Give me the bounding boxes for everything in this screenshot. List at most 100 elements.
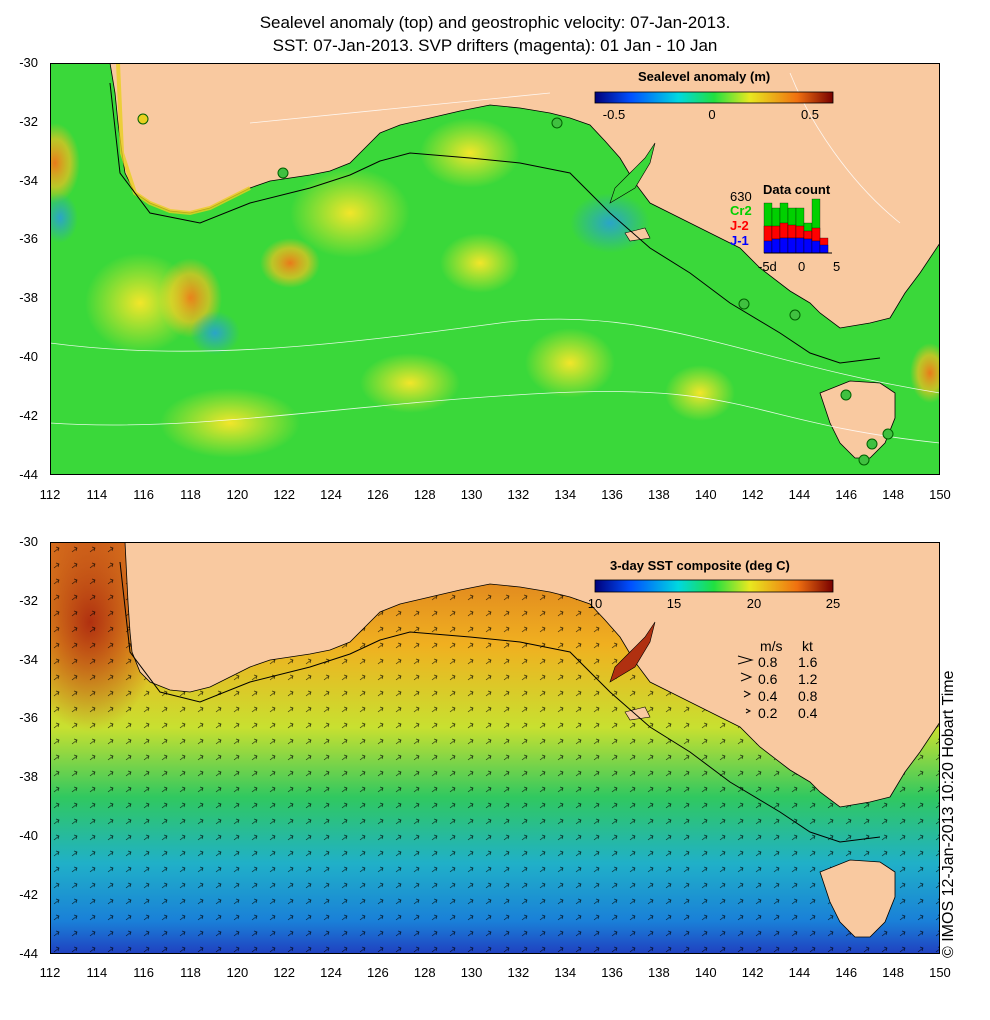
- longitude-label: 114: [86, 965, 108, 980]
- sea-level-anomaly-map: Sealevel anomaly (m) -0.5 0 0.5 Data cou…: [50, 63, 940, 475]
- sla-colorbar: [594, 91, 834, 104]
- sst-map: 3-day SST composite (deg C) 10 15 20 25 …: [50, 542, 940, 954]
- sla-tick-2: 0: [708, 107, 716, 122]
- latitude-label: -42: [19, 886, 38, 902]
- longitude-label: 144: [788, 965, 811, 980]
- longitude-label: 114: [86, 487, 108, 502]
- sla-tick-3: 0.5: [800, 107, 820, 122]
- data-count-series-cr2: Cr2: [730, 203, 752, 218]
- velocity-legend-ms-3: 0.4: [758, 688, 778, 704]
- latitude-label: -40: [19, 828, 38, 843]
- longitude-label: 116: [133, 965, 155, 980]
- data-count-title: Data count: [763, 182, 831, 197]
- longitude-label: 138: [648, 487, 670, 502]
- australia-landmass-sst: [124, 542, 940, 808]
- drifter-markers: [137, 113, 894, 466]
- velocity-legend-ms-2: 0.6: [758, 671, 778, 687]
- longitude-label: 134: [554, 487, 577, 502]
- longitude-label: 132: [507, 965, 530, 980]
- longitude-label: 112: [39, 487, 61, 502]
- data-count-xtick-2: 0: [798, 259, 806, 274]
- velocity-legend-kt-4: 0.4: [798, 705, 818, 721]
- latitude-label: -32: [19, 113, 38, 129]
- longitude-label: 124: [320, 487, 342, 502]
- longitude-label: 122: [273, 965, 296, 980]
- longitude-label: 142: [741, 487, 764, 502]
- latitude-label: -40: [19, 349, 38, 364]
- velocity-legend-arrows: [737, 655, 754, 714]
- latitude-label: -36: [19, 231, 38, 247]
- data-count-max: 630: [730, 189, 752, 204]
- data-count-xtick-3: 5: [833, 259, 841, 274]
- latitude-label: -34: [19, 172, 38, 188]
- velocity-legend-ms-4: 0.2: [758, 705, 778, 721]
- velocity-legend-kt-2: 1.2: [798, 671, 818, 687]
- longitude-label: 130: [460, 487, 483, 502]
- sla-tick-1: -0.5: [602, 107, 626, 122]
- longitude-label: 120: [226, 965, 249, 980]
- longitude-label: 126: [367, 965, 389, 980]
- velocity-legend-header-kt: kt: [802, 638, 813, 654]
- latitude-label: -32: [19, 592, 38, 608]
- longitude-label: 136: [601, 965, 623, 980]
- longitude-label: 146: [835, 487, 858, 502]
- sst-map-canvas: [50, 542, 940, 954]
- longitude-label: 116: [133, 487, 155, 502]
- longitude-label: 150: [929, 965, 951, 980]
- longitude-label: 140: [694, 965, 717, 980]
- longitude-label: 144: [788, 487, 811, 502]
- anomaly-blobs: [50, 118, 940, 458]
- velocity-legend-kt-3: 0.8: [798, 688, 818, 704]
- longitude-label: 146: [835, 965, 858, 980]
- figure-title-line-2: SST: 07-Jan-2013. SVP drifters (magenta)…: [272, 36, 718, 55]
- longitude-label: 132: [507, 487, 530, 502]
- longitude-label: 130: [460, 965, 483, 980]
- latitude-label: -38: [19, 290, 38, 306]
- longitude-label: 150: [929, 487, 951, 502]
- sst-tick-2: 15: [666, 596, 682, 611]
- latitude-label: -42: [19, 407, 38, 423]
- longitude-label: 112: [39, 965, 61, 980]
- sst-tick-4: 25: [825, 596, 841, 611]
- data-count-series-j1: J-1: [730, 233, 749, 248]
- latitude-label: -44: [19, 945, 38, 961]
- longitude-label: 120: [226, 487, 249, 502]
- sla-map-canvas: [50, 63, 940, 475]
- tasmania: [819, 380, 896, 459]
- longitude-label: 118: [180, 487, 201, 502]
- longitude-label: 126: [367, 487, 389, 502]
- sst-tick-3: 20: [746, 596, 762, 611]
- longitude-label: 148: [882, 965, 904, 980]
- velocity-legend-ms-1: 0.8: [758, 654, 778, 670]
- velocity-legend-kt-1: 1.6: [798, 654, 818, 670]
- sla-colorbar-title: Sealevel anomaly (m): [638, 69, 771, 84]
- latitude-label: -44: [19, 466, 38, 482]
- tasmania-sst: [819, 859, 896, 938]
- longitude-label: 142: [741, 965, 764, 980]
- sst-colorbar: [594, 579, 834, 593]
- latitude-label: -36: [19, 710, 38, 726]
- longitude-label: 124: [320, 965, 342, 980]
- sst-tick-1: 10: [587, 596, 603, 611]
- longitude-label: 136: [601, 487, 623, 502]
- credit-caption: © IMOS 12-Jan-2013 10:20 Hobart Time: [940, 670, 957, 958]
- data-count-xtick-1: -5d: [758, 259, 777, 274]
- latitude-label: -30: [19, 534, 38, 549]
- data-count-histogram: [763, 198, 832, 254]
- longitude-label: 118: [180, 965, 201, 980]
- longitude-label: 128: [413, 487, 436, 502]
- longitude-label: 148: [882, 487, 904, 502]
- latitude-label: -38: [19, 769, 38, 785]
- longitude-label: 128: [413, 965, 436, 980]
- kangaroo-island: [624, 227, 651, 242]
- figure-title-line-1: Sealevel anomaly (top) and geostrophic v…: [259, 13, 731, 32]
- longitude-label: 138: [648, 965, 670, 980]
- latitude-label: -34: [19, 651, 38, 667]
- data-count-series-j2: J-2: [730, 218, 749, 233]
- sst-colorbar-title: 3-day SST composite (deg C): [610, 558, 790, 573]
- longitude-label: 140: [694, 487, 717, 502]
- longitude-label: 122: [273, 487, 296, 502]
- longitude-label: 134: [554, 965, 577, 980]
- latitude-label: -30: [19, 55, 38, 70]
- velocity-legend-header-ms: m/s: [760, 638, 783, 654]
